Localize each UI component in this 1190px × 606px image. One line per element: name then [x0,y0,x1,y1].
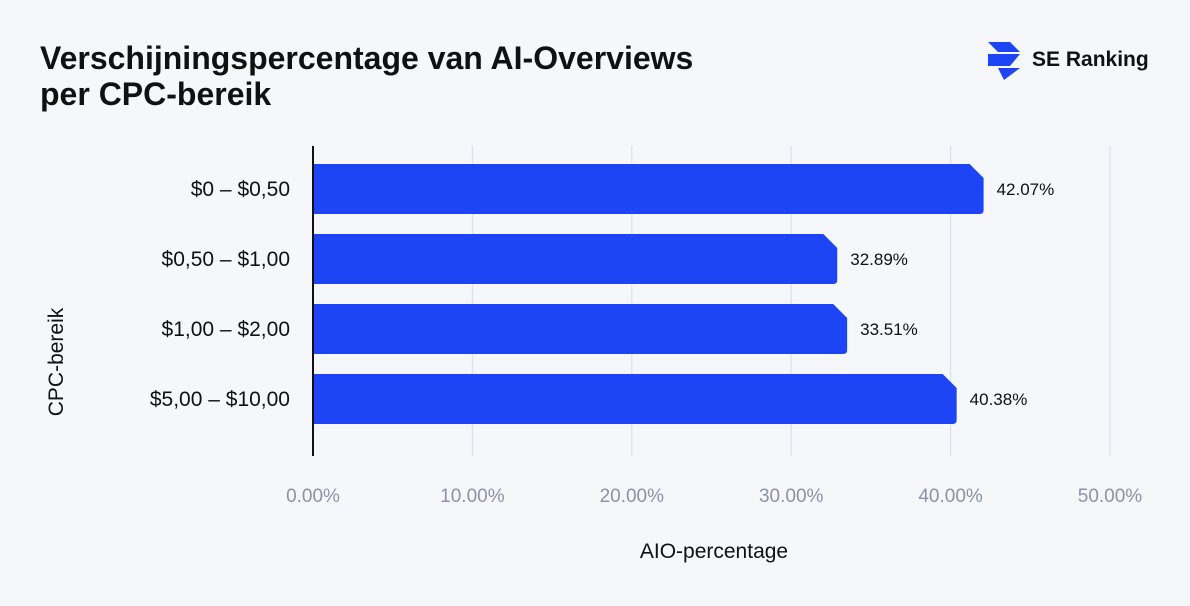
labels: 0.00% 10.00% 20.00% 30.00% 40.00% 50.00% 42.07… [150,178,1142,507]
category-label: $0 – $0,50 [191,178,290,201]
x-axis-title: AIO-percentage [640,540,788,563]
data-label: 42.07% [997,180,1055,199]
x-tick-label: 40.00% [918,486,983,507]
chart-title-line-1: Verschijningspercentage van AI-Overviews [40,40,694,76]
data-label: 40.38% [970,390,1028,409]
data-label: 32.89% [850,250,908,269]
y-axis-title: CPC-bereik [45,307,68,416]
category-label: $5,00 – $10,00 [150,388,290,411]
category-label: $0,50 – $1,00 [162,248,290,271]
bar [313,164,984,214]
bar [313,374,957,424]
x-tick-label: 50.00% [1078,486,1143,507]
bar [313,304,848,354]
se-ranking-logo-icon [988,42,1020,80]
category-label: $1,00 – $2,00 [162,318,290,341]
data-label: 33.51% [860,320,918,339]
chart-title: Verschijningspercentage van AI-Overviews… [40,40,840,112]
chart-title-line-2: per CPC-bereik [40,76,272,112]
x-tick-label: 30.00% [759,486,824,507]
bars [313,164,984,424]
x-tick-label: 0.00% [286,486,340,507]
brand-name: SE Ranking [1032,48,1149,71]
x-tick-label: 10.00% [440,486,505,507]
bar [313,234,838,284]
x-tick-label: 20.00% [600,486,665,507]
brand-logo: SE Ranking [984,40,1149,80]
